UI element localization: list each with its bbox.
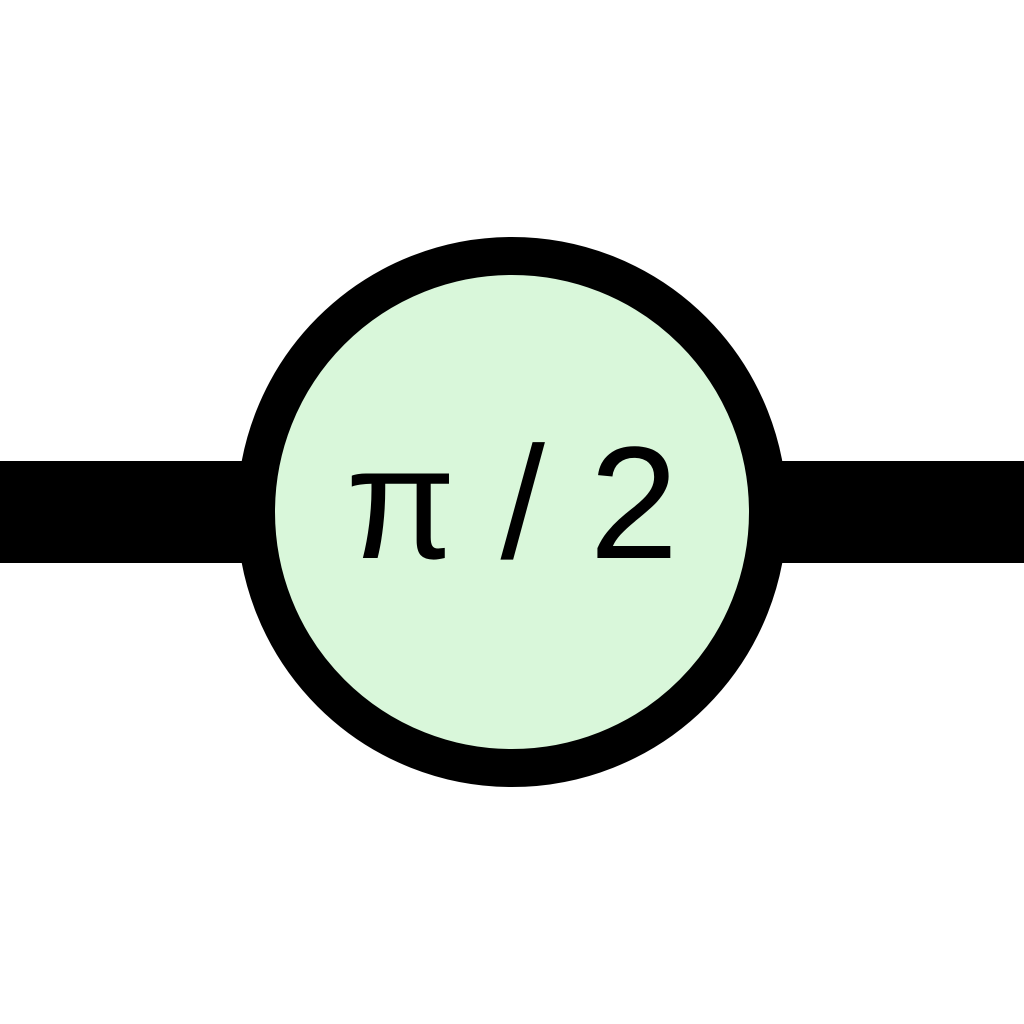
wire-left	[0, 461, 250, 563]
phase-node-label: π / 2	[346, 413, 679, 592]
wire-right	[774, 461, 1024, 563]
phase-node[interactable]	[237, 237, 787, 787]
